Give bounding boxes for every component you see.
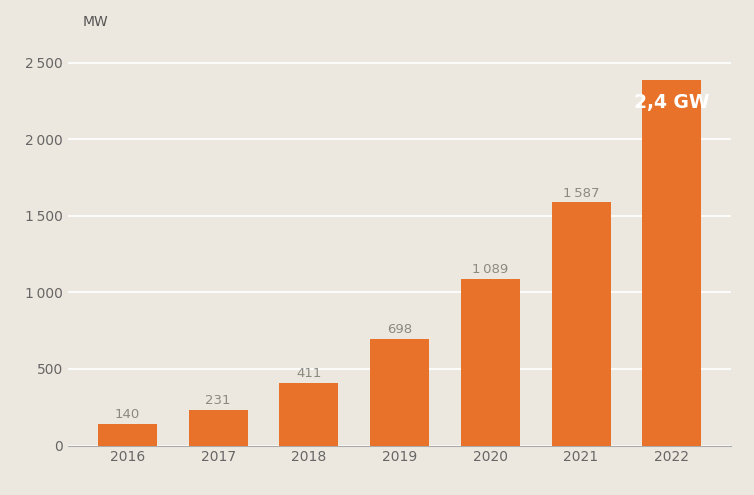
Text: 1 587: 1 587 [562, 187, 599, 199]
Text: 231: 231 [205, 395, 231, 407]
Bar [642, 80, 701, 446]
Text: 2,4 GW: 2,4 GW [634, 93, 710, 111]
Bar [188, 410, 247, 446]
Text: 1 089: 1 089 [472, 263, 508, 276]
Bar [280, 383, 339, 446]
Text: 698: 698 [387, 323, 412, 336]
Text: 411: 411 [296, 367, 322, 380]
Bar [370, 339, 429, 446]
Text: 140: 140 [115, 408, 140, 421]
Bar [552, 202, 611, 446]
Text: MW: MW [82, 15, 108, 29]
Bar [98, 424, 157, 446]
Bar [461, 279, 520, 446]
